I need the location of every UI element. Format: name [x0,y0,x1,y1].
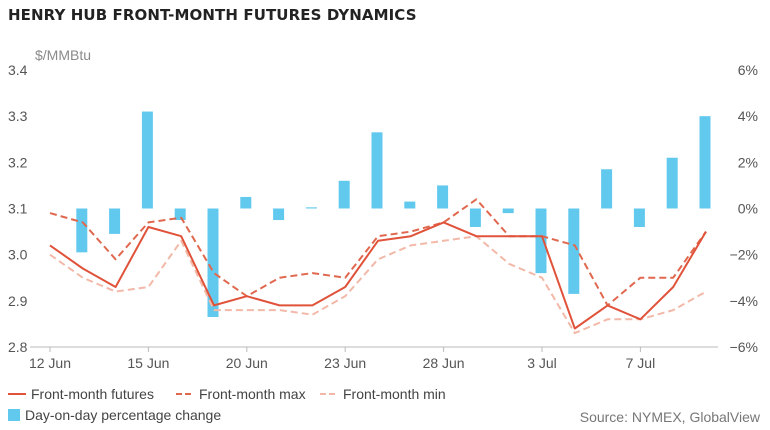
legend-item-min: Front-month min [320,386,446,402]
bar-change [338,180,350,209]
bar-change [601,169,613,209]
right-tick-label: 2% [738,154,758,170]
x-tick-label: 23 Jun [324,355,366,371]
bar-change [666,157,678,209]
bar-change [568,208,580,294]
chart-canvas: $/MMBtu 3.4 3.3 3.2 3.1 3.0 2.9 2.8 6% 4% 2% 0% −2% −… [8,47,758,371]
line-front-month-futures [49,221,707,330]
left-tick-label: 3.2 [8,154,28,170]
line-front-month-min [49,235,707,335]
bar-change [633,208,645,227]
bar-change [207,208,219,317]
x-tick-label: 12 Jun [29,355,71,371]
right-tick-label: 0% [738,201,758,217]
bar-change [699,116,711,209]
legend-item-futures: Front-month futures [8,386,154,402]
left-tick-label: 3.1 [8,201,28,217]
left-tick-label: 3.4 [8,62,28,78]
bar-change [502,208,514,214]
left-tick-label: 3.0 [8,247,28,263]
left-axis-unit: $/MMBtu [35,47,91,63]
right-tick-label: −2% [730,247,758,263]
bar-change [174,208,186,221]
legend-label-min: Front-month min [343,386,446,402]
left-tick-label: 2.8 [8,339,28,355]
x-tick-label: 20 Jun [226,355,268,371]
bar-change [141,111,153,209]
chart-legend: Front-month futures Front-month max Fron… [8,386,768,426]
line-front-month-max [49,198,707,307]
bar-change [305,207,317,209]
right-tick-label: −6% [730,339,758,355]
bar-change [273,208,285,221]
x-tick-label: 7 Jul [626,355,656,371]
legend-swatch-futures [8,393,26,395]
chart-title: HENRY HUB FRONT-MONTH FUTURES DYNAMICS [8,6,417,24]
x-tick-label: 15 Jun [127,355,169,371]
bar-change [469,208,481,227]
bar-change [109,208,121,234]
right-tick-label: −4% [730,293,758,309]
bar-change [535,208,547,274]
right-tick-label: 4% [738,108,758,124]
legend-label-change: Day-on-day percentage change [25,407,222,423]
x-tick-label: 3 Jul [527,355,557,371]
legend-swatch-max [176,393,194,395]
legend-label-futures: Front-month futures [31,386,154,402]
bar-change [404,201,416,209]
legend-swatch-min [320,393,338,395]
legend-item-max: Front-month max [176,386,306,402]
right-tick-label: 6% [738,62,758,78]
x-tick-label: 28 Jun [423,355,465,371]
legend-item-change: Day-on-day percentage change [8,407,221,423]
legend-swatch-change [8,409,20,421]
legend-label-max: Front-month max [199,386,306,402]
bar-change [437,185,449,209]
left-tick-label: 3.3 [8,108,28,124]
left-tick-label: 2.9 [8,293,28,309]
bar-change [240,196,252,209]
bar-change [76,208,88,253]
bar-change [371,132,383,209]
source-note: Source: NYMEX, GlobalView [579,409,760,425]
